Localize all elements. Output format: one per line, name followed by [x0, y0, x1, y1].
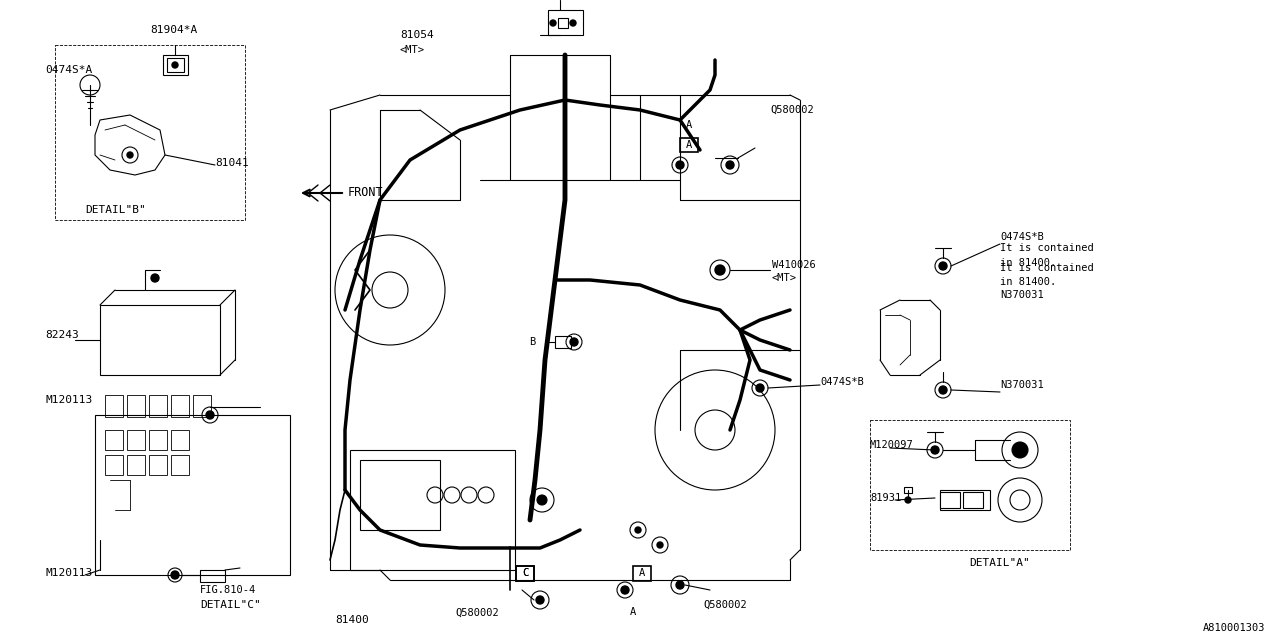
Text: Q580002: Q580002 — [454, 608, 499, 618]
Circle shape — [172, 571, 179, 579]
Circle shape — [676, 581, 684, 589]
Bar — [127, 430, 145, 450]
Text: <MT>: <MT> — [399, 45, 425, 55]
Text: M120113: M120113 — [45, 395, 92, 405]
Bar — [105, 430, 123, 450]
Text: A: A — [686, 140, 692, 150]
Bar — [95, 415, 291, 575]
Circle shape — [1012, 442, 1028, 458]
Text: DETAIL"C": DETAIL"C" — [200, 600, 261, 610]
Bar — [556, 336, 571, 348]
Text: 81400: 81400 — [335, 615, 369, 625]
Text: 81931: 81931 — [870, 493, 901, 503]
Circle shape — [931, 446, 940, 454]
Text: N370031: N370031 — [1000, 380, 1043, 390]
Text: A: A — [630, 607, 636, 617]
Text: A: A — [686, 120, 692, 130]
Circle shape — [127, 152, 133, 158]
Text: Q580002: Q580002 — [771, 105, 814, 115]
Circle shape — [172, 62, 178, 68]
Text: 81904*A: 81904*A — [150, 25, 197, 35]
Text: <MT>: <MT> — [772, 273, 797, 283]
Text: 81041: 81041 — [215, 158, 248, 168]
Bar — [127, 395, 145, 417]
Bar — [193, 395, 211, 417]
Circle shape — [940, 262, 947, 270]
Bar — [904, 487, 911, 493]
Circle shape — [206, 411, 214, 419]
Bar — [55, 45, 244, 220]
Text: B: B — [529, 337, 535, 347]
Circle shape — [676, 161, 684, 169]
Text: DETAIL"B": DETAIL"B" — [84, 205, 146, 215]
Circle shape — [538, 495, 547, 505]
Text: It is contained: It is contained — [1000, 243, 1093, 253]
Text: N370031: N370031 — [1000, 290, 1043, 300]
Text: It is contained: It is contained — [1000, 263, 1093, 273]
Text: 81054: 81054 — [399, 30, 434, 40]
Text: FIG.810-4: FIG.810-4 — [200, 585, 256, 595]
Text: in 81400.: in 81400. — [1000, 277, 1056, 287]
Bar — [172, 430, 189, 450]
Bar — [172, 455, 189, 475]
Circle shape — [657, 542, 663, 548]
Text: FRONT: FRONT — [348, 186, 384, 200]
Bar — [105, 395, 123, 417]
Bar — [163, 55, 188, 75]
Text: 0474S*B: 0474S*B — [1000, 232, 1043, 242]
Bar — [127, 455, 145, 475]
Circle shape — [570, 20, 576, 26]
Text: A810001303: A810001303 — [1202, 623, 1265, 633]
Bar — [634, 566, 652, 581]
Text: 0474S*B: 0474S*B — [820, 377, 864, 387]
Circle shape — [716, 265, 724, 275]
Text: DETAIL"A": DETAIL"A" — [970, 558, 1030, 568]
Bar — [870, 420, 1070, 550]
Text: C: C — [522, 568, 529, 578]
Bar — [200, 570, 225, 582]
Circle shape — [151, 274, 159, 282]
Circle shape — [726, 161, 733, 169]
Bar — [105, 455, 123, 475]
Bar — [680, 138, 698, 152]
Circle shape — [756, 384, 764, 392]
Circle shape — [621, 586, 628, 594]
Bar — [940, 492, 960, 508]
Circle shape — [536, 596, 544, 604]
Bar — [940, 490, 989, 510]
Bar — [548, 10, 582, 35]
Bar — [166, 58, 184, 72]
Circle shape — [635, 527, 641, 533]
Circle shape — [905, 497, 911, 503]
Text: C: C — [522, 568, 529, 578]
Text: in 81400.: in 81400. — [1000, 258, 1056, 268]
Bar — [148, 430, 166, 450]
Text: W410026: W410026 — [772, 260, 815, 270]
Bar — [516, 566, 534, 581]
Bar — [349, 450, 515, 570]
Bar — [360, 460, 440, 530]
Bar — [963, 492, 983, 508]
Circle shape — [550, 20, 556, 26]
Bar — [558, 18, 568, 28]
Text: Q580002: Q580002 — [703, 600, 746, 610]
Circle shape — [940, 386, 947, 394]
Bar — [516, 566, 534, 581]
Bar — [172, 395, 189, 417]
Text: A: A — [639, 568, 645, 578]
Bar — [148, 455, 166, 475]
Bar — [148, 395, 166, 417]
Text: 82243: 82243 — [45, 330, 79, 340]
Text: M120097: M120097 — [870, 440, 914, 450]
Text: M120113: M120113 — [45, 568, 92, 578]
Circle shape — [570, 338, 579, 346]
Text: 0474S*A: 0474S*A — [45, 65, 92, 75]
